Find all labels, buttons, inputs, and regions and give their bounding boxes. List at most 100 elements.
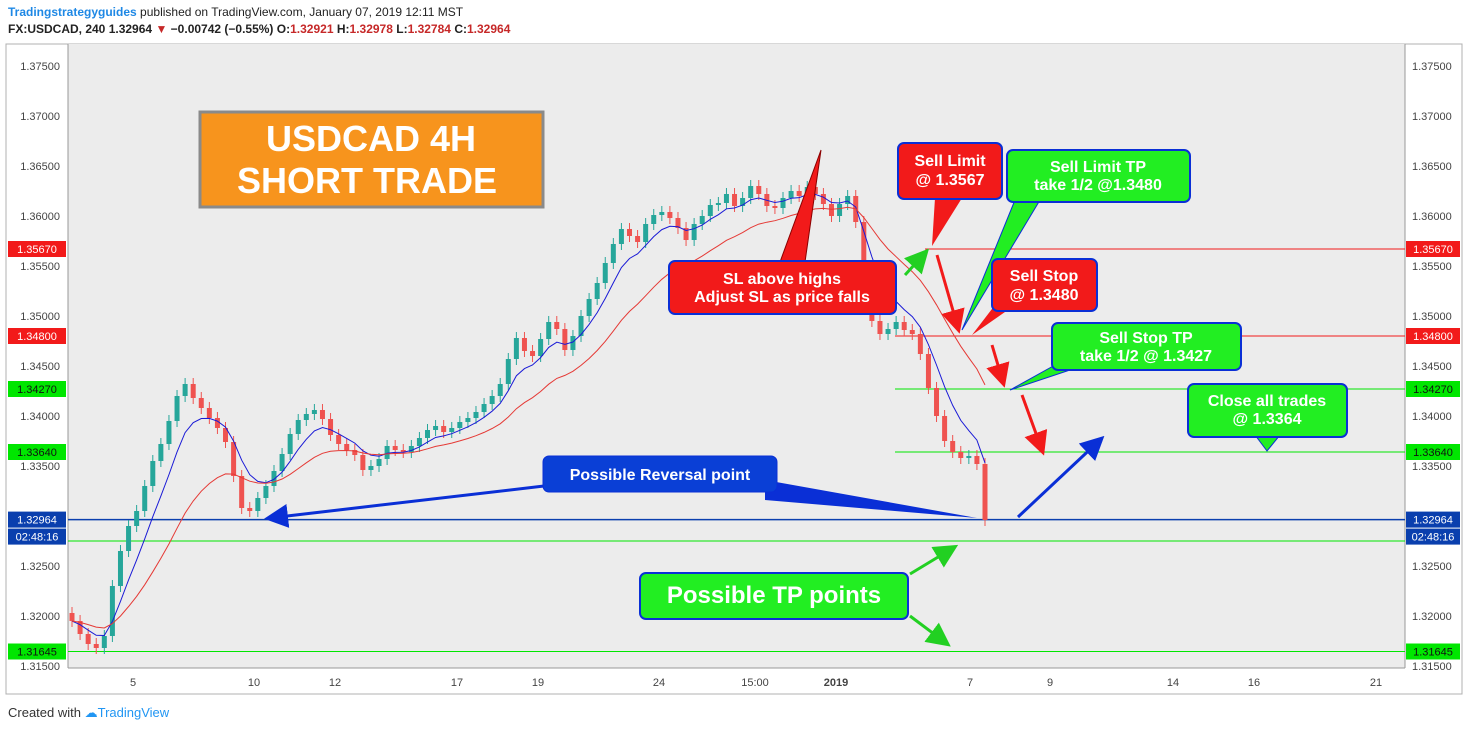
x-tick-label: 14: [1167, 677, 1179, 689]
candle-body: [958, 452, 964, 458]
blue-arrow-up: [1016, 435, 1105, 519]
candle-body: [610, 244, 616, 263]
x-tick-label: 24: [653, 677, 665, 689]
candle-body: [384, 446, 390, 459]
candle-body: [513, 338, 519, 359]
candle-body: [182, 384, 188, 396]
x-tick-label: 16: [1248, 677, 1260, 689]
price-tag-right: [1406, 444, 1460, 460]
x-tick-label: 10: [248, 677, 260, 689]
candle-body: [85, 634, 91, 644]
candle-body: [392, 446, 398, 450]
candle-body: [190, 384, 196, 398]
close-all-box: [1187, 383, 1348, 438]
ema-fast-line: [71, 193, 986, 637]
candle-body: [126, 526, 132, 551]
y-tick-label-left: 1.32000: [20, 611, 60, 623]
candle-body: [158, 444, 164, 461]
y-tick-label-left: 1.36000: [20, 211, 60, 223]
candle-body: [344, 444, 350, 450]
y-tick-label-left: 1.35500: [20, 261, 60, 273]
countdown-label-right: 02:48:16: [1412, 532, 1455, 544]
candle-body: [845, 196, 851, 204]
candle-body: [150, 461, 156, 486]
sell-stop-pointer: [972, 305, 1015, 335]
sell-limit-tp-box: [1006, 149, 1191, 203]
x-tick-label: 17: [451, 677, 463, 689]
x-tick-label: 21: [1370, 677, 1382, 689]
candle-body: [950, 441, 956, 452]
sell-stop-tp-line-1: Sell Stop TP: [1099, 330, 1193, 347]
y-tick-label-right: 1.37000: [1412, 111, 1452, 123]
x-tick-label: 12: [329, 677, 341, 689]
y-tick-label-left: 1.37000: [20, 111, 60, 123]
price-tag-right-label: 1.33640: [1413, 447, 1453, 459]
candle-body: [368, 466, 374, 470]
candle-body: [255, 498, 261, 511]
candle-body: [732, 194, 738, 206]
publish-line: Tradingstrategyguides published on Tradi…: [8, 5, 463, 19]
high-value: 1.32978: [349, 22, 393, 36]
candle-body: [166, 421, 172, 444]
candle-body: [966, 456, 972, 458]
candle-body: [683, 228, 689, 240]
symbol-label: FX:USDCAD, 240: [8, 22, 106, 36]
candle-body: [885, 329, 891, 334]
candle-body: [796, 191, 802, 196]
candle-body: [820, 194, 826, 204]
candle-body: [279, 454, 285, 471]
candle-body: [837, 204, 843, 216]
sell-stop-line-2: @ 1.3480: [1010, 287, 1079, 304]
candle-body: [117, 551, 123, 586]
sell-limit-box: [897, 142, 1003, 200]
ema-slow-line: [71, 206, 986, 629]
open-label: O:: [276, 22, 291, 36]
x-tick-label: 19: [532, 677, 544, 689]
candle-body: [239, 476, 245, 508]
price-tag-left: [8, 643, 66, 660]
candle-body: [788, 191, 794, 198]
candle-body: [974, 456, 980, 464]
candle-body: [651, 215, 657, 224]
candle-body: [473, 412, 479, 418]
candle-body: [643, 224, 649, 242]
candle-body: [578, 316, 584, 336]
sell-limit-line-1: Sell Limit: [914, 153, 986, 170]
candle-body: [521, 338, 527, 351]
reversal-label: Possible Reversal point: [570, 467, 751, 484]
candle-body: [328, 419, 334, 435]
candle-body: [311, 410, 317, 414]
created-with-text: Created with: [8, 705, 81, 720]
price-tag-right-label: 1.31645: [1413, 647, 1453, 659]
close-label: C:: [454, 22, 467, 36]
tp-arrow-up: [909, 544, 959, 576]
price-tag-left-label: 1.33640: [17, 447, 57, 459]
candle-body: [626, 229, 632, 236]
author-link[interactable]: Tradingstrategyguides: [8, 5, 137, 19]
candle-body: [441, 426, 447, 432]
candle-body: [594, 283, 600, 299]
candle-body: [538, 339, 544, 356]
price-tag-left-label: 1.32964: [17, 515, 57, 527]
candle-body: [303, 414, 309, 420]
y-tick-label-left: 1.34000: [20, 411, 60, 423]
footer: Created with ☁TradingView: [8, 705, 169, 721]
candle-body: [505, 359, 511, 384]
candle-body: [925, 354, 931, 388]
high-label: H:: [336, 22, 350, 36]
candle-body: [861, 222, 867, 292]
sell-stop-tp-box: [1051, 322, 1242, 371]
y-tick-label-right: 1.32000: [1412, 611, 1452, 623]
candle-body: [174, 396, 180, 421]
low-label: L:: [396, 22, 408, 36]
price-tag-right-label: 1.32964: [1413, 515, 1453, 527]
candle-body: [675, 218, 681, 228]
candle-body: [909, 330, 915, 334]
tradingview-link[interactable]: TradingView: [97, 705, 170, 720]
tradingview-logo-icon: ☁: [84, 705, 98, 720]
y-tick-label-right: 1.34000: [1412, 411, 1452, 423]
last-price: 1.32964: [108, 22, 153, 36]
candle-body: [586, 299, 592, 316]
y-tick-label-right: 1.37500: [1412, 61, 1452, 73]
